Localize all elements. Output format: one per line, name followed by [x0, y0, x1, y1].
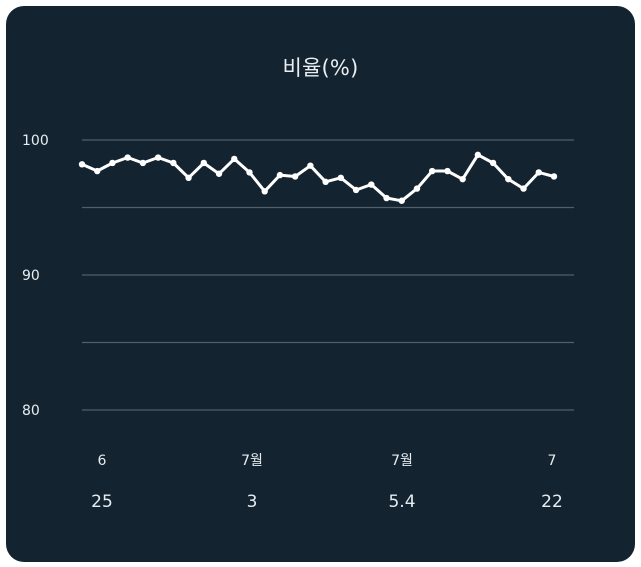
data-point — [200, 159, 208, 167]
data-point — [231, 155, 238, 163]
line-chart: 80 90 100 6 25 7월 3 7월 5.4 7 22 — [22, 133, 574, 512]
x-tick-label-bottom: 22 — [541, 492, 563, 512]
chart-title: 비율(%) — [282, 56, 359, 80]
data-point — [215, 170, 223, 177]
data-point — [474, 151, 482, 159]
x-tick-label-top: 7 — [548, 453, 557, 469]
data-point — [352, 186, 360, 194]
data-point — [505, 175, 512, 183]
data-point — [124, 154, 131, 161]
y-tick-label: 100 — [22, 133, 49, 149]
data-point — [368, 181, 375, 188]
data-point — [94, 167, 101, 175]
data-point — [428, 167, 436, 175]
data-point — [550, 173, 558, 180]
data-point — [398, 197, 405, 204]
data-point — [109, 159, 116, 167]
x-tick-label-top: 7월 — [391, 453, 413, 469]
data-point — [246, 169, 253, 176]
data-point — [261, 188, 268, 195]
data-point — [78, 161, 86, 168]
data-point — [139, 159, 147, 167]
x-tick-label-bottom: 5.4 — [388, 492, 415, 512]
data-point — [520, 185, 527, 192]
y-tick-label: 90 — [22, 268, 40, 284]
data-point — [413, 185, 421, 192]
data-point — [276, 171, 284, 179]
data-point — [489, 159, 497, 167]
x-tick-label-top: 6 — [98, 453, 107, 469]
data-point — [291, 173, 299, 180]
y-tick-label: 80 — [22, 403, 40, 419]
data-point — [322, 178, 329, 186]
data-point — [154, 154, 162, 161]
x-tick-label-bottom: 25 — [91, 492, 113, 512]
data-point — [170, 159, 177, 167]
series-line — [80, 153, 556, 203]
x-tick-label-top: 7월 — [241, 453, 263, 469]
data-point — [444, 167, 451, 175]
data-point — [307, 162, 314, 169]
data-point — [459, 175, 466, 183]
data-point — [337, 174, 345, 181]
chart-card: 비율(%) 80 90 100 6 25 7월 3 7월 5.4 7 22 — [6, 6, 635, 562]
x-tick-label-bottom: 3 — [247, 492, 258, 512]
data-point — [383, 194, 390, 202]
data-point — [535, 169, 542, 176]
data-point — [185, 174, 192, 181]
